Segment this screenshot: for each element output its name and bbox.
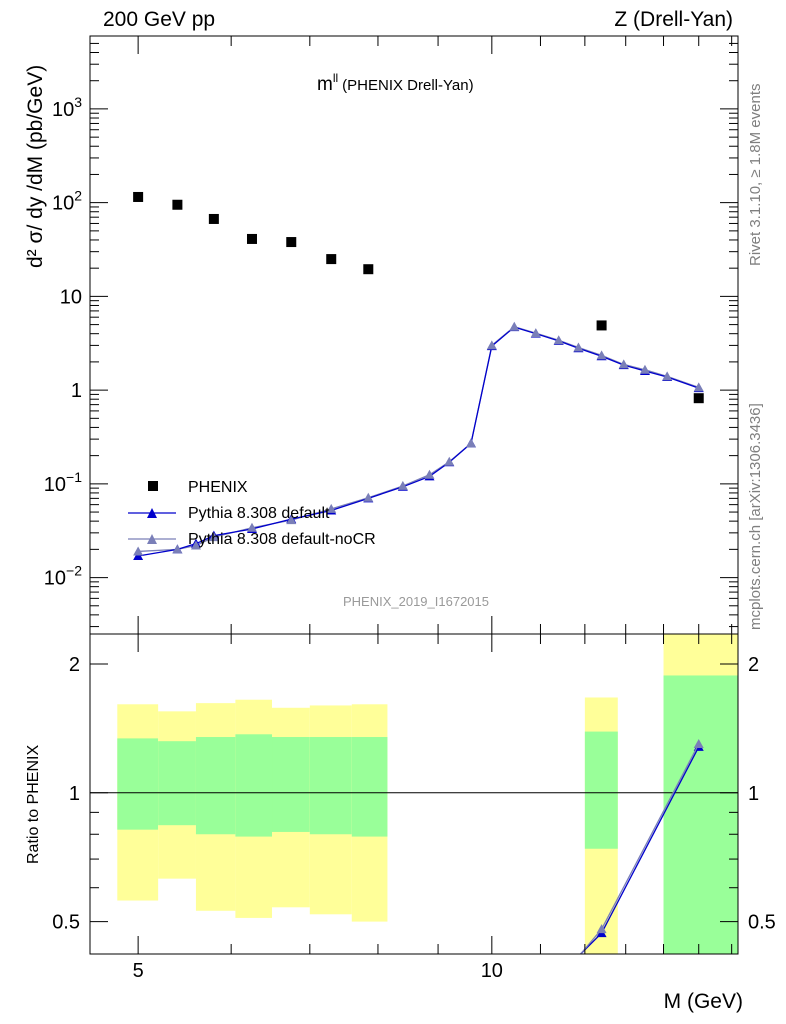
triangle-marker-pythia-nocr (133, 546, 144, 556)
ratio-y-tick-label-left: 1 (69, 783, 80, 805)
triangle-marker-pythia-nocr (246, 522, 257, 532)
ratio-axis-ticks: 0.5 0.5 1 1 2 2 5 10 (52, 634, 776, 982)
x-axis-label: M (GeV) (664, 990, 743, 1013)
triangle-marker-pythia-nocr (553, 335, 564, 345)
ratio-band-inner (235, 734, 273, 837)
rivet-version-label: Rivet 3.1.10, ≥ 1.8M events (747, 84, 764, 267)
y-tick-exponent: −2 (66, 563, 82, 579)
ratio-marker-pythia-nocr (596, 924, 607, 934)
ratio-y-tick-label-right: 2 (748, 654, 759, 676)
main-series-group (133, 191, 704, 560)
y-tick-base: 10 (60, 286, 82, 308)
triangle-marker-pythia-nocr (172, 544, 183, 554)
ratio-y-tick-label-left: 2 (69, 654, 80, 676)
ratio-y-axis-label: Ratio to PHENIX (25, 745, 42, 864)
ratio-band-inner (351, 737, 388, 837)
triangle-marker-pythia-nocr (363, 492, 374, 502)
triangle-marker-pythia-default (133, 550, 144, 560)
legend-label-phenix: PHENIX (188, 479, 248, 496)
phenix-data-point (172, 199, 183, 210)
ratio-plot-frame (89, 633, 739, 955)
ratio-band-inner (663, 675, 738, 954)
triangle-marker-pythia-nocr (573, 342, 584, 352)
phenix-data-point (693, 393, 704, 404)
phenix-data-point (596, 320, 607, 331)
triangle-marker-pythia-nocr (509, 321, 520, 331)
triangle-marker-pythia-nocr (397, 480, 408, 490)
triangle-marker-pythia-nocr (424, 469, 435, 479)
y-tick-base: 1 (71, 380, 82, 402)
main-y-axis-label: d² σ/ dy /dM (pb/GeV) (24, 65, 47, 268)
legend-marker-pythia-default (147, 508, 157, 518)
ratio-bands (117, 634, 738, 954)
y-tick-label: 10−1 (44, 469, 82, 496)
ratio-band-inner (272, 737, 310, 832)
series-line-pythia-default (138, 326, 699, 557)
phenix-data-point (363, 264, 374, 275)
triangle-marker-pythia-nocr (208, 532, 219, 542)
y-tick-base: 10 (52, 99, 74, 121)
y-tick-exponent: 3 (74, 94, 82, 110)
legend-entry-phenix: PHENIX (148, 479, 248, 496)
legend-entry-pythia-nocr: Pythia 8.308 default-noCR (128, 531, 376, 548)
y-tick-label: 10 (60, 286, 82, 308)
x-tick-label: 5 (133, 960, 144, 982)
triangle-marker-pythia-nocr (444, 456, 455, 466)
y-tick-exponent: −1 (66, 469, 82, 485)
triangle-marker-pythia-nocr (286, 515, 297, 525)
header-right-label: Z (Drell-Yan) (614, 8, 733, 31)
ratio-series-group (580, 739, 704, 955)
triangle-marker-pythia-nocr (190, 540, 201, 550)
triangle-marker-pythia-nocr (326, 503, 337, 513)
legend-marker-pythia-nocr (147, 534, 157, 544)
ratio-y-tick-label-right: 0.5 (748, 912, 776, 934)
analysis-watermark: PHENIX_2019_I1672015 (343, 594, 489, 609)
y-tick-base: 10 (44, 474, 66, 496)
ratio-band-inner (584, 731, 618, 849)
triangle-marker-pythia-nocr (465, 438, 476, 448)
phenix-data-point (133, 191, 144, 202)
legend-marker-phenix (148, 481, 158, 491)
triangle-marker-pythia-nocr (596, 350, 607, 360)
legend-label-pythia-nocr: Pythia 8.308 default-noCR (188, 531, 376, 548)
triangle-marker-pythia-nocr (618, 359, 629, 369)
y-tick-base: 10 (44, 568, 66, 590)
ratio-band-inner (158, 741, 196, 826)
plot-title-main: m (317, 74, 333, 95)
legend-label-pythia-default: Pythia 8.308 default (188, 505, 330, 522)
y-tick-exponent: 2 (74, 188, 82, 204)
plot-title: mll (PHENIX Drell-Yan) (317, 71, 474, 95)
legend: PHENIX Pythia 8.308 default Pythia 8.308… (128, 479, 376, 548)
triangle-marker-pythia-nocr (693, 382, 704, 392)
ratio-band-inner (309, 737, 352, 835)
mcplots-label: mcplots.cern.ch [arXiv:1306.3436] (747, 403, 764, 630)
ratio-y-tick-label-right: 1 (748, 783, 759, 805)
plot-title-superscript: ll (333, 71, 338, 85)
ratio-band-inner (195, 737, 236, 835)
triangle-marker-pythia-nocr (530, 328, 541, 338)
y-tick-label: 1 (71, 380, 82, 402)
phenix-data-point (208, 213, 219, 224)
ratio-band-inner (117, 738, 159, 830)
y-tick-base: 10 (52, 193, 74, 215)
ratio-y-tick-label-left: 0.5 (52, 912, 80, 934)
y-tick-label: 103 (52, 94, 82, 121)
triangle-marker-pythia-nocr (486, 340, 497, 350)
header-left-label: 200 GeV pp (103, 8, 215, 31)
ratio-panel: 0.5 0.5 1 1 2 2 5 10 Ratio to PHENIX M (GeV) (25, 633, 776, 1013)
phenix-data-point (286, 237, 297, 248)
triangle-marker-pythia-nocr (639, 364, 650, 374)
phenix-data-point (246, 233, 257, 244)
x-tick-label: 10 (481, 960, 503, 982)
triangle-marker-pythia-nocr (662, 371, 673, 381)
y-tick-label: 10−2 (44, 563, 82, 590)
legend-entry-pythia-default: Pythia 8.308 default (128, 505, 330, 522)
ratio-marker-pythia-nocr (693, 739, 704, 749)
phenix-data-point (326, 254, 337, 265)
plot-title-suffix: (PHENIX Drell-Yan) (342, 77, 473, 94)
y-tick-label: 102 (52, 188, 82, 215)
